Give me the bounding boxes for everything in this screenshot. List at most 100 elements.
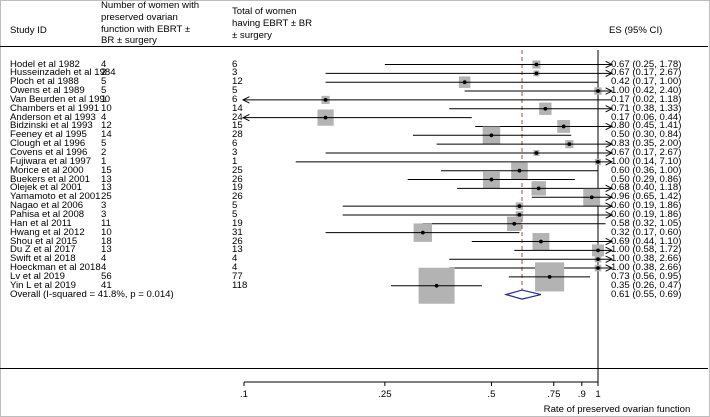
study-name: Bidzinski et al 1993 [10,120,93,132]
total-count: 6 [232,93,238,105]
study-name: Olejek et al 2001 [10,182,82,194]
x-tick-label: .9 [578,389,586,400]
total-count: 6 [232,138,238,150]
overall-es-ci-label: 0.61 (0.55, 0.69) [611,288,682,300]
total-count: 1 [232,155,238,167]
preserved-count: 3 [101,200,107,212]
es-ci-label: 0.73 (0.56, 0.95) [611,270,682,282]
study-name: Nagao et al 2006 [10,200,84,212]
preserved-count: 10 [101,102,112,114]
es-ci-label: 0.67 (0.17, 2.67) [611,147,682,158]
preserved-count: 3 [101,208,107,220]
total-count: 26 [232,173,243,185]
total-count: 6 [232,58,238,70]
total-count: 77 [232,270,243,282]
total-count: 14 [232,102,243,114]
point-estimate [567,142,572,147]
es-ci-label: 1.00 (0.38, 2.66) [611,253,682,265]
es-ci-label: 0.42 (0.17, 1.00) [611,76,682,88]
total-count: 26 [232,191,243,203]
total-count: 19 [232,182,243,194]
preserved-count: 1 [101,93,107,105]
point-estimate [517,168,522,173]
x-tick-label: .1 [240,389,248,400]
preserved-count: 56 [101,270,112,282]
es-ci-label: 0.68 (0.40, 1.18) [611,182,682,194]
study-name: Pahisa et al 2008 [10,208,85,220]
preserved-count: 2 [101,147,107,158]
study-name: Hodel et al 1982 [10,58,80,70]
point-estimate [434,283,439,288]
point-estimate [596,257,600,262]
es-ci-label: 0.71 (0.38, 1.33) [611,102,682,114]
es-ci-label: 1.00 (0.42, 2.40) [611,85,682,97]
preserved-count: 15 [101,164,112,176]
preserved-count: 41 [101,279,112,291]
point-estimate [534,71,539,76]
header-preserved-function: Number of women with preserved ovarian f… [101,0,199,47]
total-count: 3 [232,67,238,79]
es-ci-label: 1.00 (0.38, 2.66) [611,262,682,274]
total-count: 12 [232,76,243,88]
point-estimate [489,133,494,138]
header-preserved-line-3: function with EBRT ± [101,23,191,35]
point-estimate [547,275,552,279]
total-count: 5 [232,85,238,97]
total-count: 5 [232,208,238,220]
es-ci-label: 0.67 (0.17, 2.67) [611,67,682,79]
study-name: Morice et al 2000 [10,164,84,176]
preserved-count: 5 [101,138,107,150]
point-estimate [517,204,522,209]
x-tick-label: 1 [595,389,600,400]
preserved-count: 2 [101,67,107,79]
study-name: Feeney et al 1995 [10,129,87,141]
point-estimate [536,186,541,191]
header-total-line-3: ± surgery [232,29,272,41]
es-ci-label: 0.67 (0.25, 1.78) [611,58,682,70]
study-name: Buekers et al 2001 [10,173,91,185]
es-ci-label: 1.00 (0.14, 7.10) [611,155,682,167]
x-axis-title: Rate of preserved ovarian function [544,404,691,415]
study-name: Du Z et al 2017 [10,244,76,256]
total-count: 13 [232,244,243,256]
es-ci-label: 0.60 (0.19, 1.86) [611,208,682,220]
preserved-count: 13 [101,182,112,194]
point-estimate [517,213,522,217]
study-name: Anderson et al 1993 [10,111,96,123]
study-name: Swift et al 2018 [10,253,76,265]
study-name: Clough et al 1996 [10,138,86,150]
es-ci-label: 0.50 (0.29, 0.86) [611,173,682,185]
preserved-count: 11 [101,217,111,229]
overall-label: Overall (I-squared = 41.8%, p = 0.014) [10,288,174,300]
study-name: Husseinzadeh et al 1984 [10,67,116,79]
preserved-count: 25 [101,191,112,203]
total-count: 4 [232,253,238,265]
point-estimate [539,239,543,244]
header-preserved-line-1: Number of women with [101,0,200,11]
study-name: Han et al 2011 [10,217,72,229]
es-ci-label: 0.17 (0.06, 0.44) [611,111,682,123]
preserved-count: 5 [101,76,107,88]
point-estimate [462,80,467,85]
es-ci-label: 0.60 (0.19, 1.86) [611,200,682,212]
es-ci-label: 1.00 (0.58, 1.72) [611,244,682,256]
study-name: Van Beurden et al 1990 [10,93,111,105]
study-name: Owens et al 1989 [10,85,85,97]
preserved-count: 4 [101,253,107,265]
x-tick-label: .5 [487,389,495,400]
preserved-count: 12 [101,120,112,132]
overall-diamond [503,289,542,300]
header-total-women: Total of women having EBRT ± BR ± surger… [232,6,312,41]
point-estimate [323,98,328,102]
total-count: 28 [232,129,243,141]
header-preserved-line-4: BR ± surgery [101,35,157,47]
preserved-count: 13 [101,173,112,185]
total-count: 4 [232,262,238,274]
point-estimate [534,151,539,155]
preserved-count: 13 [101,244,112,256]
preserved-count: 4 [101,58,107,70]
header-total-line-2: having EBRT ± BR [232,17,313,29]
study-name: Lv et al 2019 [10,270,65,282]
point-estimate [596,266,600,270]
